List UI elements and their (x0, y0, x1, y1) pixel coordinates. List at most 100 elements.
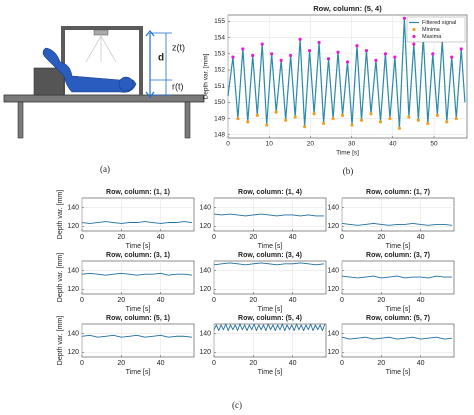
x-tick-label: 0 (212, 360, 216, 367)
marker (359, 118, 364, 122)
marker (345, 60, 350, 64)
y-tick-label: 140 (67, 267, 79, 274)
x-axis-label: Time [s] (386, 306, 411, 313)
y-tick-label: 140 (327, 204, 339, 211)
marker (322, 121, 326, 126)
plot-area (81, 260, 195, 295)
caption: (a) (100, 164, 110, 174)
y-tick-label: 120 (199, 223, 211, 230)
data-line (213, 213, 325, 217)
marker (326, 57, 331, 61)
y-tick-label: 155 (214, 18, 225, 25)
legend-label: Minima (422, 27, 441, 33)
y-tick-label: 149 (214, 115, 225, 122)
marker (293, 115, 297, 119)
x-tick-label: 40 (389, 141, 397, 148)
y-tick-label: 150 (214, 99, 225, 106)
marker (236, 116, 240, 121)
marker (284, 118, 288, 122)
x-tick-label: 0 (80, 297, 84, 304)
y-tick-label: 120 (67, 349, 79, 356)
y-tick-label: 153 (214, 51, 225, 58)
marker (270, 52, 274, 56)
marker (431, 52, 435, 56)
marker (369, 112, 373, 116)
y-tick-label: 154 (214, 34, 225, 41)
x-tick-label: 30 (348, 141, 356, 148)
y-axis-label: Depth var. [mm] (57, 253, 64, 302)
data-line (81, 221, 193, 224)
data-line (213, 323, 326, 332)
marker (402, 16, 406, 20)
marker (445, 120, 449, 124)
marker (331, 116, 335, 121)
x-tick-label: 20 (377, 360, 385, 367)
y-tick-label: 140 (327, 330, 339, 337)
x-tick-label: 0 (80, 234, 84, 241)
marker (364, 49, 369, 53)
marker (289, 53, 293, 58)
x-tick-label: 40 (157, 360, 165, 367)
marker (317, 40, 321, 45)
chart-title: Row, column: (3, 7) (366, 252, 430, 259)
y-tick-label: 148 (214, 131, 225, 138)
legend-box (406, 16, 466, 43)
y-tick-label: 120 (327, 223, 339, 230)
marker (255, 113, 259, 117)
marker (231, 55, 235, 59)
diagram-label: r(t) (172, 81, 184, 91)
x-tick-label: 0 (340, 297, 344, 304)
table-top (3, 94, 205, 103)
x-tick-label: 20 (377, 234, 385, 241)
data-line (341, 223, 453, 226)
y-tick-label: 151 (214, 83, 225, 90)
marker (459, 47, 463, 51)
marker (397, 126, 402, 130)
marker (303, 125, 307, 129)
y-axis-label: Depth var. [mm] (57, 316, 64, 365)
y-tick-label: 120 (327, 349, 339, 356)
chart-title: Row, column: (5, 4) (238, 315, 302, 322)
y-tick-label: 140 (67, 204, 79, 211)
y-axis-label: Depth var. [mm] (203, 53, 210, 99)
plot-area (213, 260, 327, 295)
plot-area (81, 197, 195, 232)
x-tick-label: 0 (226, 141, 230, 148)
marker (454, 116, 458, 121)
marker (260, 42, 264, 46)
data-line (213, 262, 325, 266)
frame-beam (61, 26, 143, 30)
x-axis-label: Time [s] (126, 369, 151, 376)
legend-label: Maxima (422, 34, 442, 40)
x-axis-label: Time [s] (386, 243, 411, 250)
y-tick-label: 120 (67, 223, 79, 230)
marker (312, 112, 316, 116)
y-tick-label: 152 (214, 67, 225, 74)
x-tick-label: 0 (340, 360, 344, 367)
chart-title: Row, column: (1, 1) (106, 189, 170, 196)
x-axis-label: Time [s] (336, 150, 359, 157)
y-tick-label: 140 (67, 330, 79, 337)
y-axis-label: Depth var. [mm] (57, 190, 64, 239)
marker (350, 123, 354, 127)
distance-arrow (145, 30, 155, 98)
marker (383, 52, 388, 56)
x-axis-label: Time [s] (258, 306, 283, 313)
frame-post (139, 26, 143, 95)
x-tick-label: 40 (289, 234, 297, 241)
data-line (341, 275, 453, 279)
chart-title: Row, column: (1, 7) (366, 189, 430, 196)
marker (298, 37, 302, 41)
x-tick-label: 40 (417, 360, 425, 367)
data-line (341, 336, 453, 340)
diagram-label: d (158, 53, 164, 64)
x-tick-label: 0 (212, 234, 216, 241)
dimension-lines (150, 32, 172, 96)
camera (93, 29, 109, 36)
y-tick-label: 140 (199, 204, 211, 211)
marker (355, 44, 359, 48)
data-line (81, 334, 193, 338)
table-leg (184, 101, 191, 139)
legend-marker (412, 34, 416, 39)
